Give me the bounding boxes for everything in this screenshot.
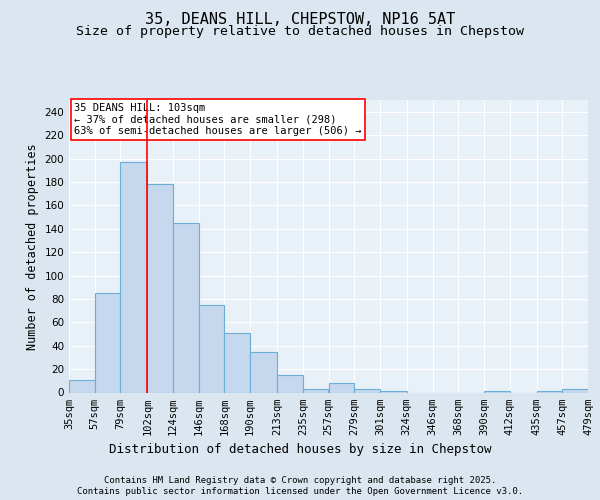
- Bar: [95, 293, 121, 392]
- Bar: [562, 389, 588, 392]
- Text: Distribution of detached houses by size in Chepstow: Distribution of detached houses by size …: [109, 442, 491, 456]
- Text: Size of property relative to detached houses in Chepstow: Size of property relative to detached ho…: [76, 25, 524, 38]
- Text: 35 DEANS HILL: 103sqm
← 37% of detached houses are smaller (298)
63% of semi-det: 35 DEANS HILL: 103sqm ← 37% of detached …: [74, 103, 362, 136]
- Bar: [277, 375, 303, 392]
- Bar: [224, 333, 250, 392]
- Y-axis label: Number of detached properties: Number of detached properties: [26, 143, 39, 350]
- Text: 35, DEANS HILL, CHEPSTOW, NP16 5AT: 35, DEANS HILL, CHEPSTOW, NP16 5AT: [145, 12, 455, 28]
- Bar: [148, 184, 173, 392]
- Bar: [121, 162, 148, 392]
- Bar: [199, 305, 224, 392]
- Bar: [250, 352, 277, 393]
- Bar: [329, 383, 354, 392]
- Bar: [303, 389, 329, 392]
- Text: Contains public sector information licensed under the Open Government Licence v3: Contains public sector information licen…: [77, 488, 523, 496]
- Bar: [354, 389, 380, 392]
- Text: Contains HM Land Registry data © Crown copyright and database right 2025.: Contains HM Land Registry data © Crown c…: [104, 476, 496, 485]
- Bar: [173, 223, 199, 392]
- Bar: [69, 380, 95, 392]
